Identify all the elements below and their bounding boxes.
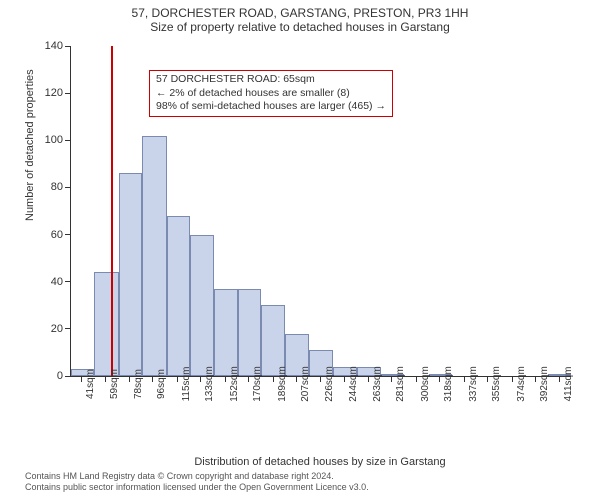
page-subtitle: Size of property relative to detached ho… <box>0 20 600 36</box>
x-tick-label: 170sqm <box>252 366 263 402</box>
x-tick-label: 300sqm <box>420 366 431 402</box>
x-tick-label: 263sqm <box>372 366 383 402</box>
x-tick <box>152 376 153 382</box>
x-tick <box>248 376 249 382</box>
y-tick <box>65 234 71 235</box>
annotation-line-2: ← 2% of detached houses are smaller (8) <box>156 87 386 101</box>
y-tick-label: 100 <box>45 134 63 146</box>
y-tick-label: 40 <box>51 276 63 288</box>
x-tick-label: 411sqm <box>563 367 574 402</box>
x-tick <box>391 376 392 382</box>
y-tick <box>65 328 71 329</box>
x-tick <box>535 376 536 382</box>
x-tick-label: 374sqm <box>516 366 527 402</box>
histogram-bar <box>190 235 215 376</box>
x-tick <box>129 376 130 382</box>
x-tick-label: 355sqm <box>491 366 502 402</box>
x-tick <box>296 376 297 382</box>
x-tick-label: 152sqm <box>229 366 240 402</box>
y-axis-label: Number of detached properties <box>24 69 36 221</box>
annotation-line-1: 57 DORCHESTER ROAD: 65sqm <box>156 73 386 87</box>
x-tick <box>464 376 465 382</box>
x-tick-label: 226sqm <box>324 366 335 402</box>
y-tick <box>65 187 71 188</box>
x-tick <box>105 376 106 382</box>
histogram-bar <box>214 289 237 376</box>
x-tick-label: 244sqm <box>348 366 359 402</box>
reference-line <box>111 46 113 376</box>
y-tick <box>65 376 71 377</box>
footer-line-2: Contains public sector information licen… <box>25 482 369 494</box>
x-tick <box>177 376 178 382</box>
y-tick-label: 140 <box>45 40 63 52</box>
x-tick-label: 189sqm <box>277 366 288 402</box>
x-tick-label: 59sqm <box>109 369 120 399</box>
histogram-bar <box>94 272 119 376</box>
y-tick-label: 20 <box>51 323 63 335</box>
histogram-bar <box>119 173 142 376</box>
x-tick <box>81 376 82 382</box>
x-tick <box>439 376 440 382</box>
x-axis-label: Distribution of detached houses by size … <box>70 456 570 468</box>
x-tick-label: 96sqm <box>156 369 167 399</box>
histogram-bar <box>167 216 190 376</box>
y-tick-label: 0 <box>57 370 63 382</box>
x-tick <box>344 376 345 382</box>
annotation-line-3: 98% of semi-detached houses are larger (… <box>156 100 386 114</box>
x-tick-label: 207sqm <box>300 366 311 402</box>
x-tick-label: 392sqm <box>539 366 550 402</box>
x-tick <box>368 376 369 382</box>
x-tick-label: 281sqm <box>395 366 406 402</box>
x-tick <box>320 376 321 382</box>
plot-region: 57 DORCHESTER ROAD: 65sqm ← 2% of detach… <box>70 46 571 377</box>
footer-line-1: Contains HM Land Registry data © Crown c… <box>25 471 369 483</box>
y-tick <box>65 281 71 282</box>
x-tick-label: 78sqm <box>133 369 144 399</box>
y-tick <box>65 93 71 94</box>
page-title: 57, DORCHESTER ROAD, GARSTANG, PRESTON, … <box>0 0 600 20</box>
y-tick-label: 80 <box>51 181 63 193</box>
y-tick-label: 60 <box>51 229 63 241</box>
x-tick-label: 318sqm <box>443 366 454 402</box>
x-tick-label: 133sqm <box>204 366 215 402</box>
y-tick <box>65 46 71 47</box>
chart-container: 57, DORCHESTER ROAD, GARSTANG, PRESTON, … <box>0 0 600 500</box>
y-tick <box>65 140 71 141</box>
footer-attribution: Contains HM Land Registry data © Crown c… <box>25 471 369 494</box>
x-tick-label: 41sqm <box>85 369 96 399</box>
histogram-bar <box>238 289 261 376</box>
y-tick-label: 120 <box>45 87 63 99</box>
x-tick <box>559 376 560 382</box>
x-tick <box>512 376 513 382</box>
x-tick <box>487 376 488 382</box>
annotation-box: 57 DORCHESTER ROAD: 65sqm ← 2% of detach… <box>149 70 393 117</box>
x-tick <box>273 376 274 382</box>
histogram-bar <box>142 136 167 376</box>
x-tick <box>225 376 226 382</box>
x-tick <box>200 376 201 382</box>
x-tick-label: 337sqm <box>468 366 479 402</box>
x-tick-label: 115sqm <box>181 367 192 402</box>
chart-area: Number of detached properties 57 DORCHES… <box>20 36 580 416</box>
x-tick <box>416 376 417 382</box>
